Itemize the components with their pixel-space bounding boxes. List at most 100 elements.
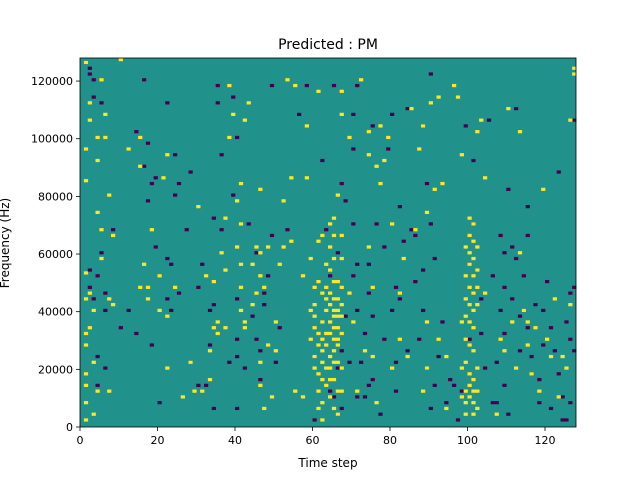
- heatmap-cell-high: [320, 401, 325, 405]
- heatmap-cell-high: [138, 164, 143, 168]
- heatmap-cell-high: [83, 383, 89, 387]
- heatmap-cell-low: [405, 349, 410, 353]
- heatmap-cell-low: [335, 251, 340, 255]
- heatmap-cell-high: [339, 389, 344, 393]
- y-tick-label: 100000: [31, 133, 73, 146]
- heatmap-cell-low: [351, 112, 356, 116]
- heatmap-cell-high: [157, 308, 162, 313]
- heatmap-cell-high: [83, 418, 89, 422]
- heatmap-cell-low: [328, 389, 333, 393]
- plot-area: [79, 57, 577, 428]
- heatmap-cell-high: [366, 245, 371, 249]
- heatmap-cell-high: [331, 406, 337, 411]
- heatmap-cell-high: [401, 256, 406, 261]
- heatmap-cell-high: [521, 308, 526, 313]
- heatmap-cell-low: [266, 274, 271, 278]
- heatmap-cell-low: [463, 124, 468, 128]
- heatmap-cell-high: [126, 147, 131, 151]
- heatmap-cell-high: [335, 337, 340, 341]
- heatmap-cell-low: [467, 337, 472, 341]
- heatmap-cell-high: [475, 303, 480, 307]
- heatmap-cell-high: [428, 101, 433, 105]
- heatmap-cell-low: [386, 147, 391, 151]
- heatmap-cell-low: [87, 72, 92, 76]
- heatmap-cell-high: [277, 262, 282, 266]
- heatmap-cell-high: [204, 274, 209, 278]
- heatmap-cell-low: [196, 383, 201, 387]
- heatmap-cell-high: [312, 303, 317, 307]
- heatmap-background-cells: [80, 58, 576, 427]
- heatmap-cell-high: [328, 245, 333, 249]
- heatmap-cell-high: [548, 354, 554, 359]
- heatmap-cell-low: [196, 285, 201, 289]
- heatmap-cell-high: [347, 291, 352, 295]
- heatmap-cell-high: [215, 331, 220, 336]
- heatmap-cell-low: [145, 199, 151, 203]
- heatmap-cell-high: [238, 285, 244, 289]
- heatmap-cell-high: [390, 222, 395, 226]
- heatmap-cell-high: [324, 262, 329, 266]
- heatmap-cell-high: [149, 228, 154, 232]
- heatmap-cell-high: [83, 401, 89, 405]
- heatmap-cell-low: [521, 274, 526, 278]
- heatmap-cell-high: [413, 228, 418, 232]
- y-axis-label: Frequency (Hz): [0, 198, 12, 289]
- heatmap-cell-low: [235, 354, 240, 359]
- heatmap-cell-high: [242, 118, 247, 122]
- heatmap-cell-high: [99, 228, 104, 232]
- heatmap-cell-low: [428, 406, 433, 411]
- heatmap-cell-high: [331, 308, 337, 313]
- heatmap-cell-high: [370, 354, 375, 359]
- heatmap-cell-high: [300, 395, 306, 399]
- heatmap-cell-high: [312, 354, 317, 359]
- heatmap-cell-low: [502, 285, 507, 289]
- heatmap-cell-high: [351, 320, 356, 324]
- heatmap-cell-high: [483, 291, 488, 295]
- heatmap-cell-high: [95, 210, 100, 215]
- heatmap-cell-low: [560, 395, 565, 399]
- heatmap-cell-low: [153, 245, 158, 249]
- heatmap-cell-low: [572, 349, 577, 353]
- heatmap-cell-high: [417, 147, 422, 151]
- heatmap-cell-low: [99, 101, 104, 105]
- heatmap-cell-high: [331, 279, 337, 284]
- heatmap-cell-low: [370, 314, 375, 318]
- heatmap-cell-high: [421, 389, 426, 393]
- heatmap-cell-high: [397, 337, 402, 341]
- heatmap-cell-high: [467, 233, 472, 238]
- heatmap-cell-low: [258, 377, 263, 382]
- heatmap-cell-low: [188, 170, 193, 174]
- heatmap-cell-high: [227, 83, 232, 88]
- heatmap-cell-low: [200, 262, 205, 266]
- heatmap-cell-high: [339, 366, 344, 370]
- heatmap-cell-high: [467, 343, 472, 347]
- heatmap-cell-high: [359, 78, 364, 82]
- heatmap-cell-high: [463, 401, 468, 405]
- heatmap-cell-high: [273, 320, 278, 324]
- heatmap-cell-low: [165, 256, 170, 261]
- heatmap-cell-high: [378, 181, 383, 186]
- x-tick-label: 60: [306, 434, 320, 447]
- heatmap-cell-high: [107, 297, 112, 301]
- heatmap-cell-high: [471, 239, 476, 243]
- heatmap-cell-high: [471, 222, 476, 226]
- heatmap-cell-low: [436, 354, 441, 359]
- heatmap-cell-high: [188, 360, 193, 364]
- heatmap-cell-high: [463, 314, 468, 318]
- heatmap-cell-high: [223, 326, 228, 330]
- heatmap-cell-high: [335, 326, 340, 330]
- heatmap-cell-high: [258, 360, 263, 364]
- heatmap-cell-low: [269, 233, 275, 238]
- heatmap-cell-high: [328, 303, 333, 307]
- heatmap-cell-high: [83, 179, 89, 183]
- heatmap-cell-low: [572, 285, 577, 289]
- heatmap-cell-high: [467, 303, 472, 307]
- heatmap-cell-high: [87, 326, 92, 330]
- heatmap-cell-high: [165, 366, 170, 370]
- x-tick-label: 40: [228, 434, 242, 447]
- y-tick-label: 80000: [38, 190, 73, 203]
- heatmap-cell-high: [83, 271, 89, 275]
- heatmap-cell-high: [316, 406, 321, 411]
- heatmap-cell-low: [328, 274, 333, 278]
- heatmap-cell-high: [467, 262, 472, 266]
